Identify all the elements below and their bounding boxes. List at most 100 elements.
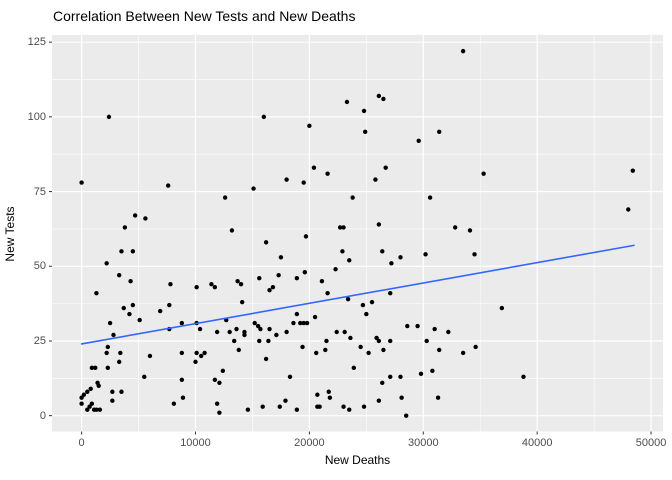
data-point [358, 344, 363, 350]
data-point [499, 305, 505, 311]
data-point [473, 344, 478, 350]
plot-panel [52, 35, 663, 432]
data-point [212, 377, 218, 383]
data-point [94, 407, 99, 412]
data-point [217, 380, 222, 385]
data-point [626, 207, 631, 212]
data-point [424, 338, 429, 344]
data-point [261, 114, 267, 120]
data-point [415, 323, 420, 329]
plot-title: Correlation Between New Tests and New De… [53, 8, 356, 24]
data-point [291, 320, 296, 326]
data-point [251, 186, 256, 191]
data-point [334, 329, 339, 335]
data-point [85, 407, 90, 412]
data-point [376, 93, 382, 99]
data-point [333, 267, 338, 272]
data-point [460, 350, 466, 356]
data-point [128, 279, 133, 284]
data-point [350, 195, 355, 200]
data-point [398, 255, 403, 260]
data-point [348, 335, 353, 341]
data-point [521, 374, 526, 380]
data-point [165, 183, 171, 188]
data-point [118, 350, 123, 356]
data-point [423, 252, 428, 257]
data-point [373, 177, 378, 182]
data-point [119, 389, 124, 394]
data-point [301, 180, 306, 185]
data-point [300, 344, 305, 350]
data-point [267, 287, 272, 293]
data-point [229, 228, 235, 233]
data-point [168, 281, 173, 287]
data-point [214, 401, 220, 406]
data-point [252, 320, 257, 326]
data-point [437, 347, 442, 353]
data-point [121, 305, 126, 311]
data-point [360, 302, 366, 308]
data-point [307, 123, 312, 129]
data-point [116, 359, 122, 365]
data-point [257, 276, 262, 281]
data-point [312, 314, 318, 320]
data-point [116, 273, 122, 278]
data-point [325, 290, 330, 296]
data-point [435, 395, 441, 400]
data-point [179, 350, 185, 356]
data-point [157, 308, 163, 314]
data-point [79, 401, 84, 406]
data-point [130, 249, 136, 254]
data-point [220, 368, 226, 374]
data-point [93, 365, 98, 371]
data-point [81, 392, 87, 397]
data-point [416, 138, 421, 143]
data-point [212, 284, 218, 290]
data-point [263, 240, 269, 245]
data-point [88, 386, 93, 391]
data-point [79, 180, 84, 185]
data-point [110, 389, 115, 394]
data-point [389, 261, 394, 266]
data-point [388, 338, 393, 344]
data-point [418, 371, 424, 377]
data-point [314, 350, 319, 356]
data-point [364, 311, 369, 317]
trend-line [80, 244, 635, 345]
data-point [304, 320, 310, 326]
data-point [376, 222, 382, 227]
y-tick-label: 25 [33, 334, 46, 347]
data-point [284, 177, 289, 182]
data-point [127, 311, 132, 317]
data-point [94, 290, 99, 296]
data-point [325, 171, 330, 176]
data-point [341, 225, 346, 230]
data-point [388, 290, 393, 296]
x-tick-label: 40000 [521, 437, 553, 449]
data-point [452, 225, 458, 230]
data-point [467, 228, 473, 233]
data-point [97, 407, 103, 412]
data-point [399, 395, 404, 400]
data-point [311, 165, 317, 170]
data-point [242, 332, 247, 338]
data-point [194, 350, 199, 356]
data-point [361, 404, 367, 409]
data-point [319, 279, 325, 284]
data-point [96, 383, 101, 388]
data-point [337, 225, 343, 230]
data-point [171, 401, 177, 406]
data-point [376, 338, 382, 344]
data-point [130, 302, 136, 308]
data-point [132, 213, 138, 218]
data-point [217, 410, 222, 415]
data-point [283, 398, 288, 403]
data-point [105, 365, 111, 371]
data-point [341, 404, 346, 409]
y-tick-label: 100 [27, 110, 46, 123]
data-point [194, 284, 199, 290]
data-point [327, 395, 333, 400]
data-point [376, 398, 382, 403]
x-tick-label: 10000 [180, 437, 211, 449]
data-point [236, 347, 241, 353]
